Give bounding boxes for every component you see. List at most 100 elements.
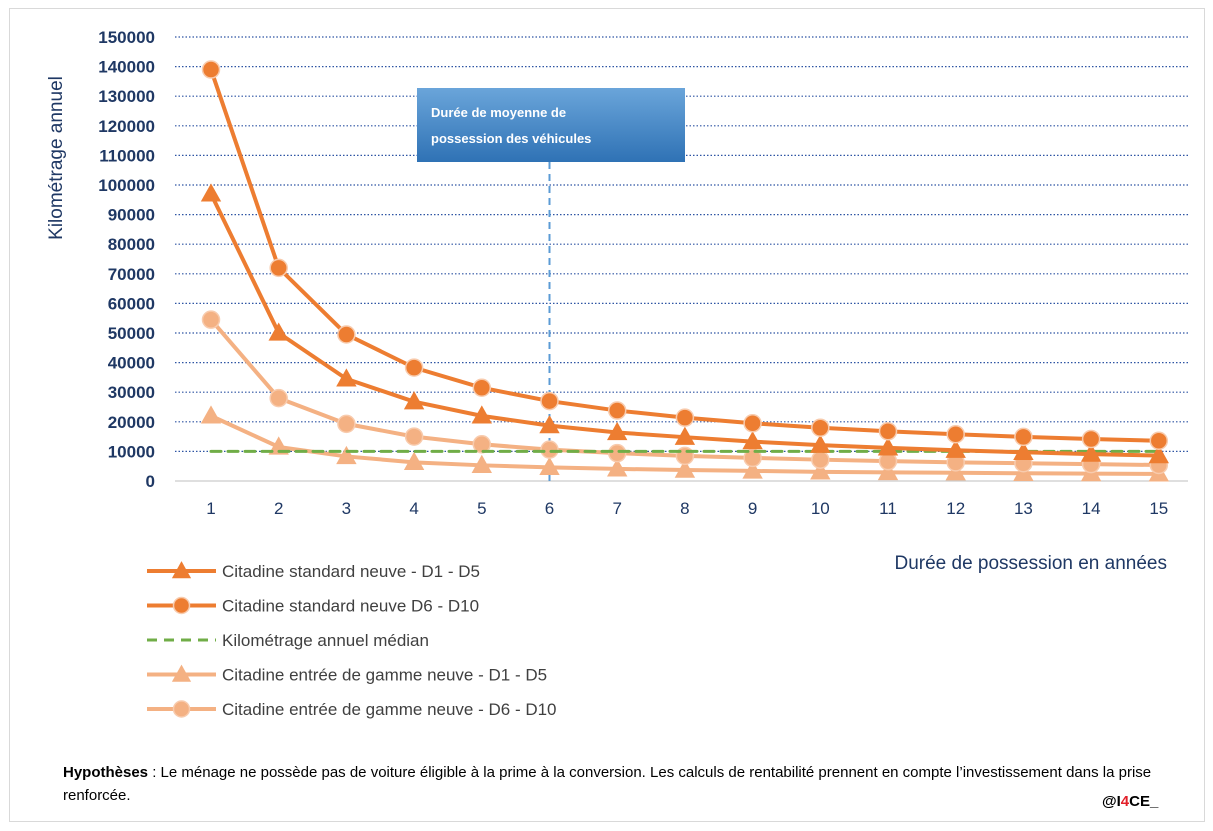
x-tick-label: 7 — [612, 499, 621, 518]
average-ownership-callout: Durée de moyenne de possession des véhic… — [417, 88, 685, 162]
y-tick-label: 80000 — [108, 235, 155, 254]
x-tick-label: 6 — [545, 499, 554, 518]
data-point-triangle — [539, 415, 560, 434]
series-1 — [201, 60, 1169, 450]
y-tick-label: 30000 — [108, 383, 155, 402]
y-tick-label: 100000 — [98, 176, 155, 195]
data-point-triangle — [1148, 445, 1169, 464]
legend-label: Citadine standard neuve - D1 - D5 — [222, 562, 480, 581]
series-0 — [200, 183, 1169, 464]
data-point-triangle — [607, 458, 628, 477]
data-point-triangle — [1013, 441, 1034, 460]
data-point-circle — [811, 418, 830, 437]
data-point-triangle — [945, 439, 966, 458]
data-point-circle — [540, 440, 559, 459]
data-point-circle — [607, 443, 627, 463]
y-tick-label: 60000 — [108, 294, 155, 313]
x-tick-label: 14 — [1082, 499, 1101, 518]
legend-marker-triangle — [171, 561, 192, 579]
data-point-circle — [946, 424, 965, 444]
signature-prefix: @I — [1102, 793, 1121, 810]
callout-line-1: Durée de moyenne de — [431, 105, 566, 120]
data-point-triangle — [674, 459, 696, 478]
line-chart: 0 10000 20000 30000 40000 50000 60000 70000 8000… — [46, 28, 1188, 719]
legend: Citadine standard neuve - D1 - D5 Citadin… — [147, 561, 557, 719]
series-lines — [200, 60, 1169, 482]
data-point-circle — [1081, 429, 1101, 449]
x-tick-label: 13 — [1014, 499, 1033, 518]
y-tick-label: 110000 — [99, 146, 155, 165]
y-tick-label: 150000 — [98, 28, 155, 47]
data-point-circle — [337, 325, 356, 344]
y-tick-label: 70000 — [108, 265, 155, 284]
x-tick-label: 9 — [748, 499, 757, 518]
data-point-triangle — [607, 421, 628, 441]
x-tick-label: 1 — [206, 499, 215, 518]
data-point-circle — [1149, 431, 1169, 450]
hypotheses-note: Hypothèses : Le ménage ne possède pas de… — [63, 761, 1153, 807]
y-tick-label: 10000 — [108, 442, 155, 461]
signature-suffix: CE_ — [1129, 793, 1159, 810]
data-point-circle — [540, 391, 559, 411]
data-point-circle — [811, 450, 830, 469]
data-point-circle — [269, 388, 288, 408]
data-point-circle — [472, 435, 492, 454]
x-tick-label: 3 — [342, 499, 351, 518]
data-point-circle — [878, 422, 898, 441]
x-tick-label: 8 — [680, 499, 689, 518]
y-tick-label: 40000 — [108, 354, 155, 373]
data-point-triangle — [403, 451, 425, 471]
data-point-triangle — [336, 368, 357, 387]
legend-label: Citadine standard neuve D6 - D10 — [222, 597, 479, 616]
data-point-triangle — [810, 461, 831, 480]
x-tick-label: 12 — [946, 499, 965, 518]
data-point-circle — [404, 427, 424, 446]
signature-highlight: 4 — [1120, 793, 1130, 810]
x-axis-ticks: 1 2 3 4 5 6 7 8 9 10 11 12 13 14 15 — [206, 499, 1168, 518]
data-point-triangle — [742, 460, 763, 479]
y-tick-label: 140000 — [98, 58, 155, 77]
data-point-triangle — [877, 461, 899, 481]
x-tick-label: 11 — [879, 499, 897, 518]
data-point-triangle — [471, 454, 492, 473]
data-point-triangle — [200, 183, 222, 202]
y-tick-label: 0 — [146, 472, 155, 491]
y-tick-label: 120000 — [98, 117, 155, 136]
y-tick-label: 90000 — [108, 206, 155, 225]
data-point-circle — [404, 358, 424, 377]
data-point-triangle — [336, 445, 357, 465]
note-bold: Hypothèses — [63, 764, 149, 781]
x-tick-label: 2 — [274, 499, 283, 518]
data-point-circle — [337, 414, 356, 434]
data-point-circle — [743, 414, 762, 433]
legend-marker-circle — [172, 596, 191, 615]
y-tick-label: 20000 — [108, 413, 155, 432]
data-point-triangle — [471, 405, 492, 424]
data-point-circle — [1014, 427, 1033, 447]
data-point-circle — [607, 401, 627, 420]
data-point-circle — [201, 60, 221, 79]
data-point-circle — [201, 310, 221, 329]
signature: @I4CE_ — [1102, 793, 1158, 810]
legend-label: Kilométrage annuel médian — [222, 631, 429, 650]
callout-line-2: possession des véhicules — [431, 131, 591, 146]
data-point-circle — [675, 408, 695, 427]
legend-label: Citadine entrée de gamme neuve - D1 - D5 — [222, 666, 547, 685]
callout-box — [417, 88, 685, 162]
data-point-triangle — [268, 322, 289, 341]
y-tick-label: 130000 — [98, 87, 155, 106]
y-axis-label: Kilométrage annuel — [46, 76, 67, 240]
data-point-circle — [743, 448, 762, 468]
data-point-triangle — [403, 391, 425, 410]
data-point-triangle — [200, 405, 222, 424]
data-point-triangle — [539, 456, 560, 476]
y-tick-label: 50000 — [108, 324, 155, 343]
data-point-circle — [675, 446, 695, 466]
x-tick-label: 4 — [409, 499, 418, 518]
note-text: : Le ménage ne possède pas de voiture él… — [63, 764, 1152, 804]
y-axis-ticks: 0 10000 20000 30000 40000 50000 60000 70000 8000… — [98, 28, 155, 491]
data-point-triangle — [674, 426, 696, 445]
data-point-triangle — [810, 434, 831, 453]
data-point-triangle — [742, 431, 763, 450]
x-tick-label: 15 — [1149, 499, 1168, 518]
